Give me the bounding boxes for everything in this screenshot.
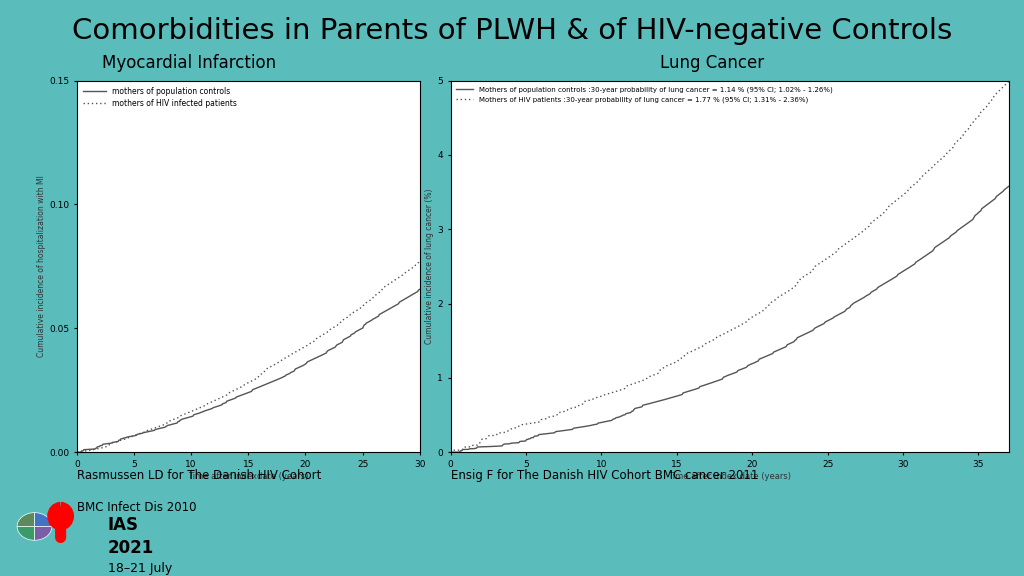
Wedge shape [17,513,35,526]
Text: 18–21 July: 18–21 July [108,562,172,575]
Text: Myocardial Infarction: Myocardial Infarction [102,54,276,72]
Wedge shape [17,526,35,540]
X-axis label: Time after indexdate (years): Time after indexdate (years) [188,472,308,480]
Text: Ensig F for The Danish HIV Cohort BMC cancer 2011: Ensig F for The Danish HIV Cohort BMC ca… [451,469,758,483]
Text: 2021: 2021 [108,539,154,556]
Legend: mothers of population controls, mothers of HIV infected patients: mothers of population controls, mothers … [81,85,240,110]
Y-axis label: Cumulative incidence of hospitalization with MI: Cumulative incidence of hospitalization … [37,176,46,357]
Wedge shape [35,526,52,540]
Y-axis label: Cumulative incidence of lung cancer (%): Cumulative incidence of lung cancer (%) [425,189,434,344]
Text: Comorbidities in Parents of PLWH & of HIV-negative Controls: Comorbidities in Parents of PLWH & of HI… [72,17,952,46]
Wedge shape [35,513,52,526]
Text: Rasmussen LD for The Danish HIV Cohort: Rasmussen LD for The Danish HIV Cohort [77,469,322,483]
Legend: Mothers of population controls :30-year probability of lung cancer = 1.14 % (95%: Mothers of population controls :30-year … [454,84,835,105]
Text: IAS: IAS [108,516,138,533]
Text: Lung Cancer: Lung Cancer [659,54,764,72]
Text: BMC Infect Dis 2010: BMC Infect Dis 2010 [77,501,197,514]
X-axis label: Time after index date (years): Time after index date (years) [668,472,792,480]
